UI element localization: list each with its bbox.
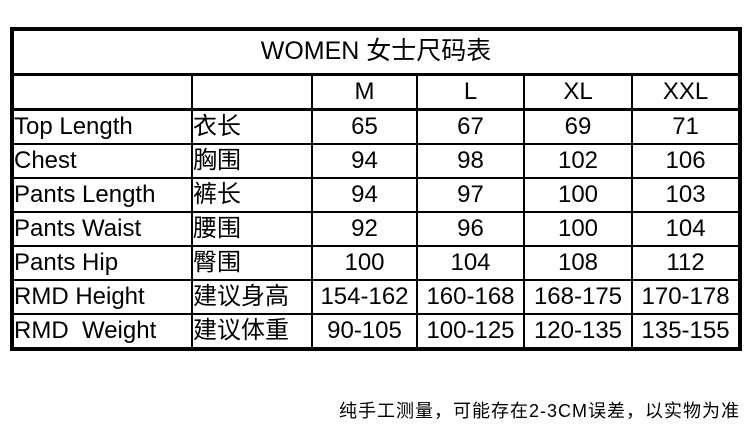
value-xxl: 106 [630,143,742,179]
table-row-pants-waist: Pants Waist 腰围 92 96 100 104 [11,211,742,247]
measure-label-en: Top Length [11,108,193,145]
value-l: 67 [416,108,525,145]
measure-label-en: RMD Weight [11,313,193,350]
value-l: 104 [416,245,525,281]
title-row: WOMEN 女士尺码表 [10,28,742,76]
value-m: 100 [311,245,418,281]
value-xxl: 104 [630,211,742,247]
measure-label-zh: 腰围 [191,211,313,247]
size-header-l: L [416,73,525,111]
table-row-chest: Chest 胸围 94 98 102 106 [11,143,742,179]
value-xl: 102 [523,143,633,179]
value-xxl: 71 [630,108,742,145]
value-l: 98 [416,143,525,179]
value-xxl: 135-155 [630,313,742,350]
measure-label-en: Pants Hip [11,245,193,281]
value-xl: 100 [523,211,633,247]
value-m: 92 [311,211,418,247]
value-l: 96 [416,211,525,247]
value-m: 94 [311,177,418,213]
size-chart-table: WOMEN 女士尺码表 M L XL XXL Top Length 衣长 65 … [10,27,743,351]
header-row: M L XL XXL [11,73,742,111]
measure-label-en: Pants Length [11,177,193,213]
size-header-xxl: XXL [630,73,742,111]
table-row-pants-length: Pants Length 裤长 94 97 100 103 [11,177,742,213]
value-m: 90-105 [311,313,418,350]
measure-label-zh: 衣长 [191,108,313,145]
value-m: 65 [311,108,418,145]
value-l: 97 [416,177,525,213]
value-xl: 108 [523,245,633,281]
table-title: WOMEN 女士尺码表 [10,28,742,76]
size-header-xl: XL [523,73,633,111]
measure-label-en: Chest [11,143,193,179]
header-empty-en [11,73,193,111]
value-xl: 69 [523,108,633,145]
table-row-rmd-weight: RMD Weight 建议体重 90-105 100-125 120-135 1… [11,313,742,350]
size-header-m: M [311,73,418,111]
measure-label-zh: 裤长 [191,177,313,213]
measure-label-en: Pants Waist [11,211,193,247]
table-row-top-length: Top Length 衣长 65 67 69 71 [11,108,742,145]
value-xxl: 170-178 [630,279,742,315]
value-m: 94 [311,143,418,179]
measure-label-zh: 建议体重 [191,313,313,350]
value-xl: 100 [523,177,633,213]
value-xl: 120-135 [523,313,633,350]
value-m: 154-162 [311,279,418,315]
measure-label-zh: 胸围 [191,143,313,179]
value-xxl: 112 [630,245,742,281]
value-l: 100-125 [416,313,525,350]
measurement-note: 纯手工测量，可能存在2-3CM误差，以实物为准 [338,401,740,421]
value-xl: 168-175 [523,279,633,315]
measure-label-en: RMD Height [11,279,193,315]
value-l: 160-168 [416,279,525,315]
measure-label-zh: 建议身高 [191,279,313,315]
header-empty-zh [191,73,313,111]
measure-label-zh: 臀围 [191,245,313,281]
table-row-pants-hip: Pants Hip 臀围 100 104 108 112 [11,245,742,281]
table-row-rmd-height: RMD Height 建议身高 154-162 160-168 168-175 … [11,279,742,315]
value-xxl: 103 [630,177,742,213]
